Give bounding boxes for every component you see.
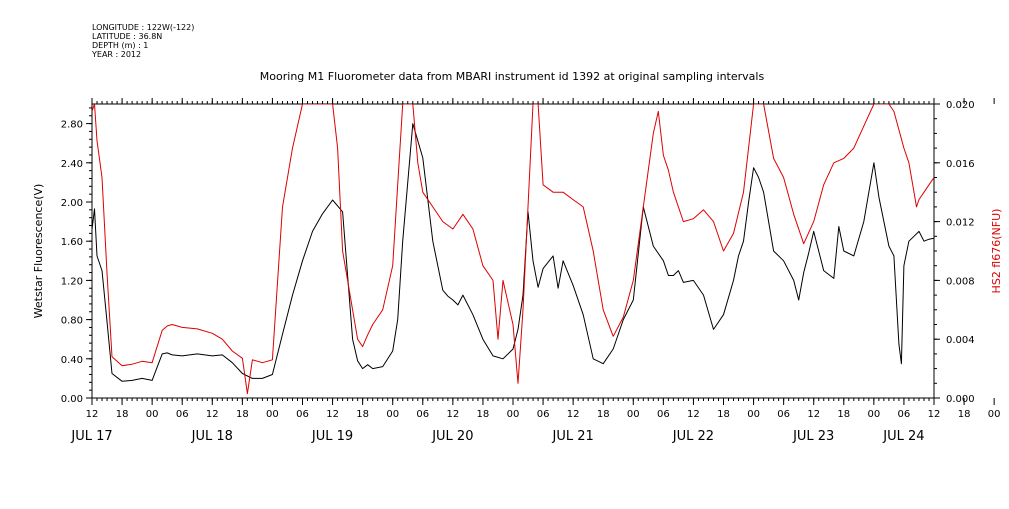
x-tick-label: 12 [807, 409, 820, 420]
x-tick-label: 18 [597, 409, 610, 420]
x-tick-label: 00 [988, 409, 1001, 420]
x-tick-label: 12 [687, 409, 700, 420]
x-date-label: JUL 17 [70, 429, 112, 444]
y-left-tick-label: 0.80 [61, 316, 83, 327]
x-tick-label: 06 [898, 409, 911, 420]
x-tick-label: 18 [116, 409, 129, 420]
x-tick-label: 00 [507, 409, 520, 420]
x-tick-label: 00 [627, 409, 640, 420]
x-tick-label: 00 [867, 409, 880, 420]
x-date-label: JUL 20 [431, 429, 473, 444]
x-date-label: JUL 23 [792, 429, 834, 444]
x-tick-label: 12 [446, 409, 459, 420]
wetstar-series-line [92, 123, 934, 382]
y-right-tick-label: 0.004 [946, 335, 975, 346]
x-tick-label: 00 [747, 409, 760, 420]
x-tick-label: 00 [386, 409, 399, 420]
x-tick-label: 18 [958, 409, 971, 420]
y-left-tick-label: 0.40 [61, 355, 83, 366]
x-tick-label: 18 [837, 409, 850, 420]
x-tick-label: 18 [356, 409, 369, 420]
x-tick-label: 06 [657, 409, 670, 420]
x-tick-label: 18 [717, 409, 730, 420]
x-tick-label: 18 [477, 409, 490, 420]
x-date-label: JUL 19 [311, 429, 353, 444]
metadata-line: DEPTH (m) : 1 [92, 41, 148, 50]
x-tick-label: 06 [537, 409, 550, 420]
x-date-label: JUL 21 [552, 429, 594, 444]
x-tick-label: 00 [146, 409, 159, 420]
y-left-tick-label: 0.00 [61, 394, 83, 405]
x-date-label: JUL 18 [191, 429, 233, 444]
y-right-tick-label: 0.000 [946, 394, 975, 405]
y-right-tick-label: 0.012 [946, 218, 975, 229]
metadata-block: LONGITUDE : 122W(-122)LATITUDE : 36.8NDE… [91, 23, 194, 59]
y-axis-right-label: HS2 fl676(NFU) [990, 209, 1003, 294]
y-right-tick-label: 0.016 [946, 159, 975, 170]
metadata-line: LONGITUDE : 122W(-122) [92, 23, 194, 32]
y-left-tick-label: 1.20 [61, 276, 83, 287]
plot-frame [91, 103, 935, 399]
series-lines [92, 104, 934, 395]
x-tick-label: 06 [416, 409, 429, 420]
y-left-tick-label: 1.60 [61, 237, 83, 248]
y-left-tick-label: 2.40 [61, 159, 83, 170]
y-left-tick-label: 2.80 [61, 120, 83, 131]
x-date-label: JUL 22 [672, 429, 714, 444]
x-tick-label: 12 [86, 409, 99, 420]
y-axis-left-label: Wetstar Fluorescence(V) [32, 184, 45, 319]
axes: 0.00 0.40 0.80 1.20 1.60 2.00 2.40 2.80 0.000 0.0… [61, 98, 1001, 444]
x-tick-label: 18 [236, 409, 249, 420]
x-tick-label: 06 [296, 409, 309, 420]
x-tick-label: 12 [928, 409, 941, 420]
x-tick-label: 06 [777, 409, 790, 420]
y-right-tick-label: 0.020 [946, 100, 975, 111]
x-tick-label: 00 [266, 409, 279, 420]
y-left-tick-label: 2.00 [61, 198, 83, 209]
metadata-line: YEAR : 2012 [91, 50, 141, 59]
metadata-line: LATITUDE : 36.8N [92, 32, 162, 41]
y-right-tick-label: 0.008 [946, 276, 975, 287]
chart-title: Mooring M1 Fluorometer data from MBARI i… [260, 70, 765, 83]
x-date-label: JUL 24 [882, 429, 924, 444]
x-tick-label: 12 [206, 409, 219, 420]
x-tick-label: 06 [176, 409, 189, 420]
hs2-series-line [92, 104, 934, 395]
x-tick-label: 12 [326, 409, 339, 420]
x-tick-label: 12 [567, 409, 580, 420]
